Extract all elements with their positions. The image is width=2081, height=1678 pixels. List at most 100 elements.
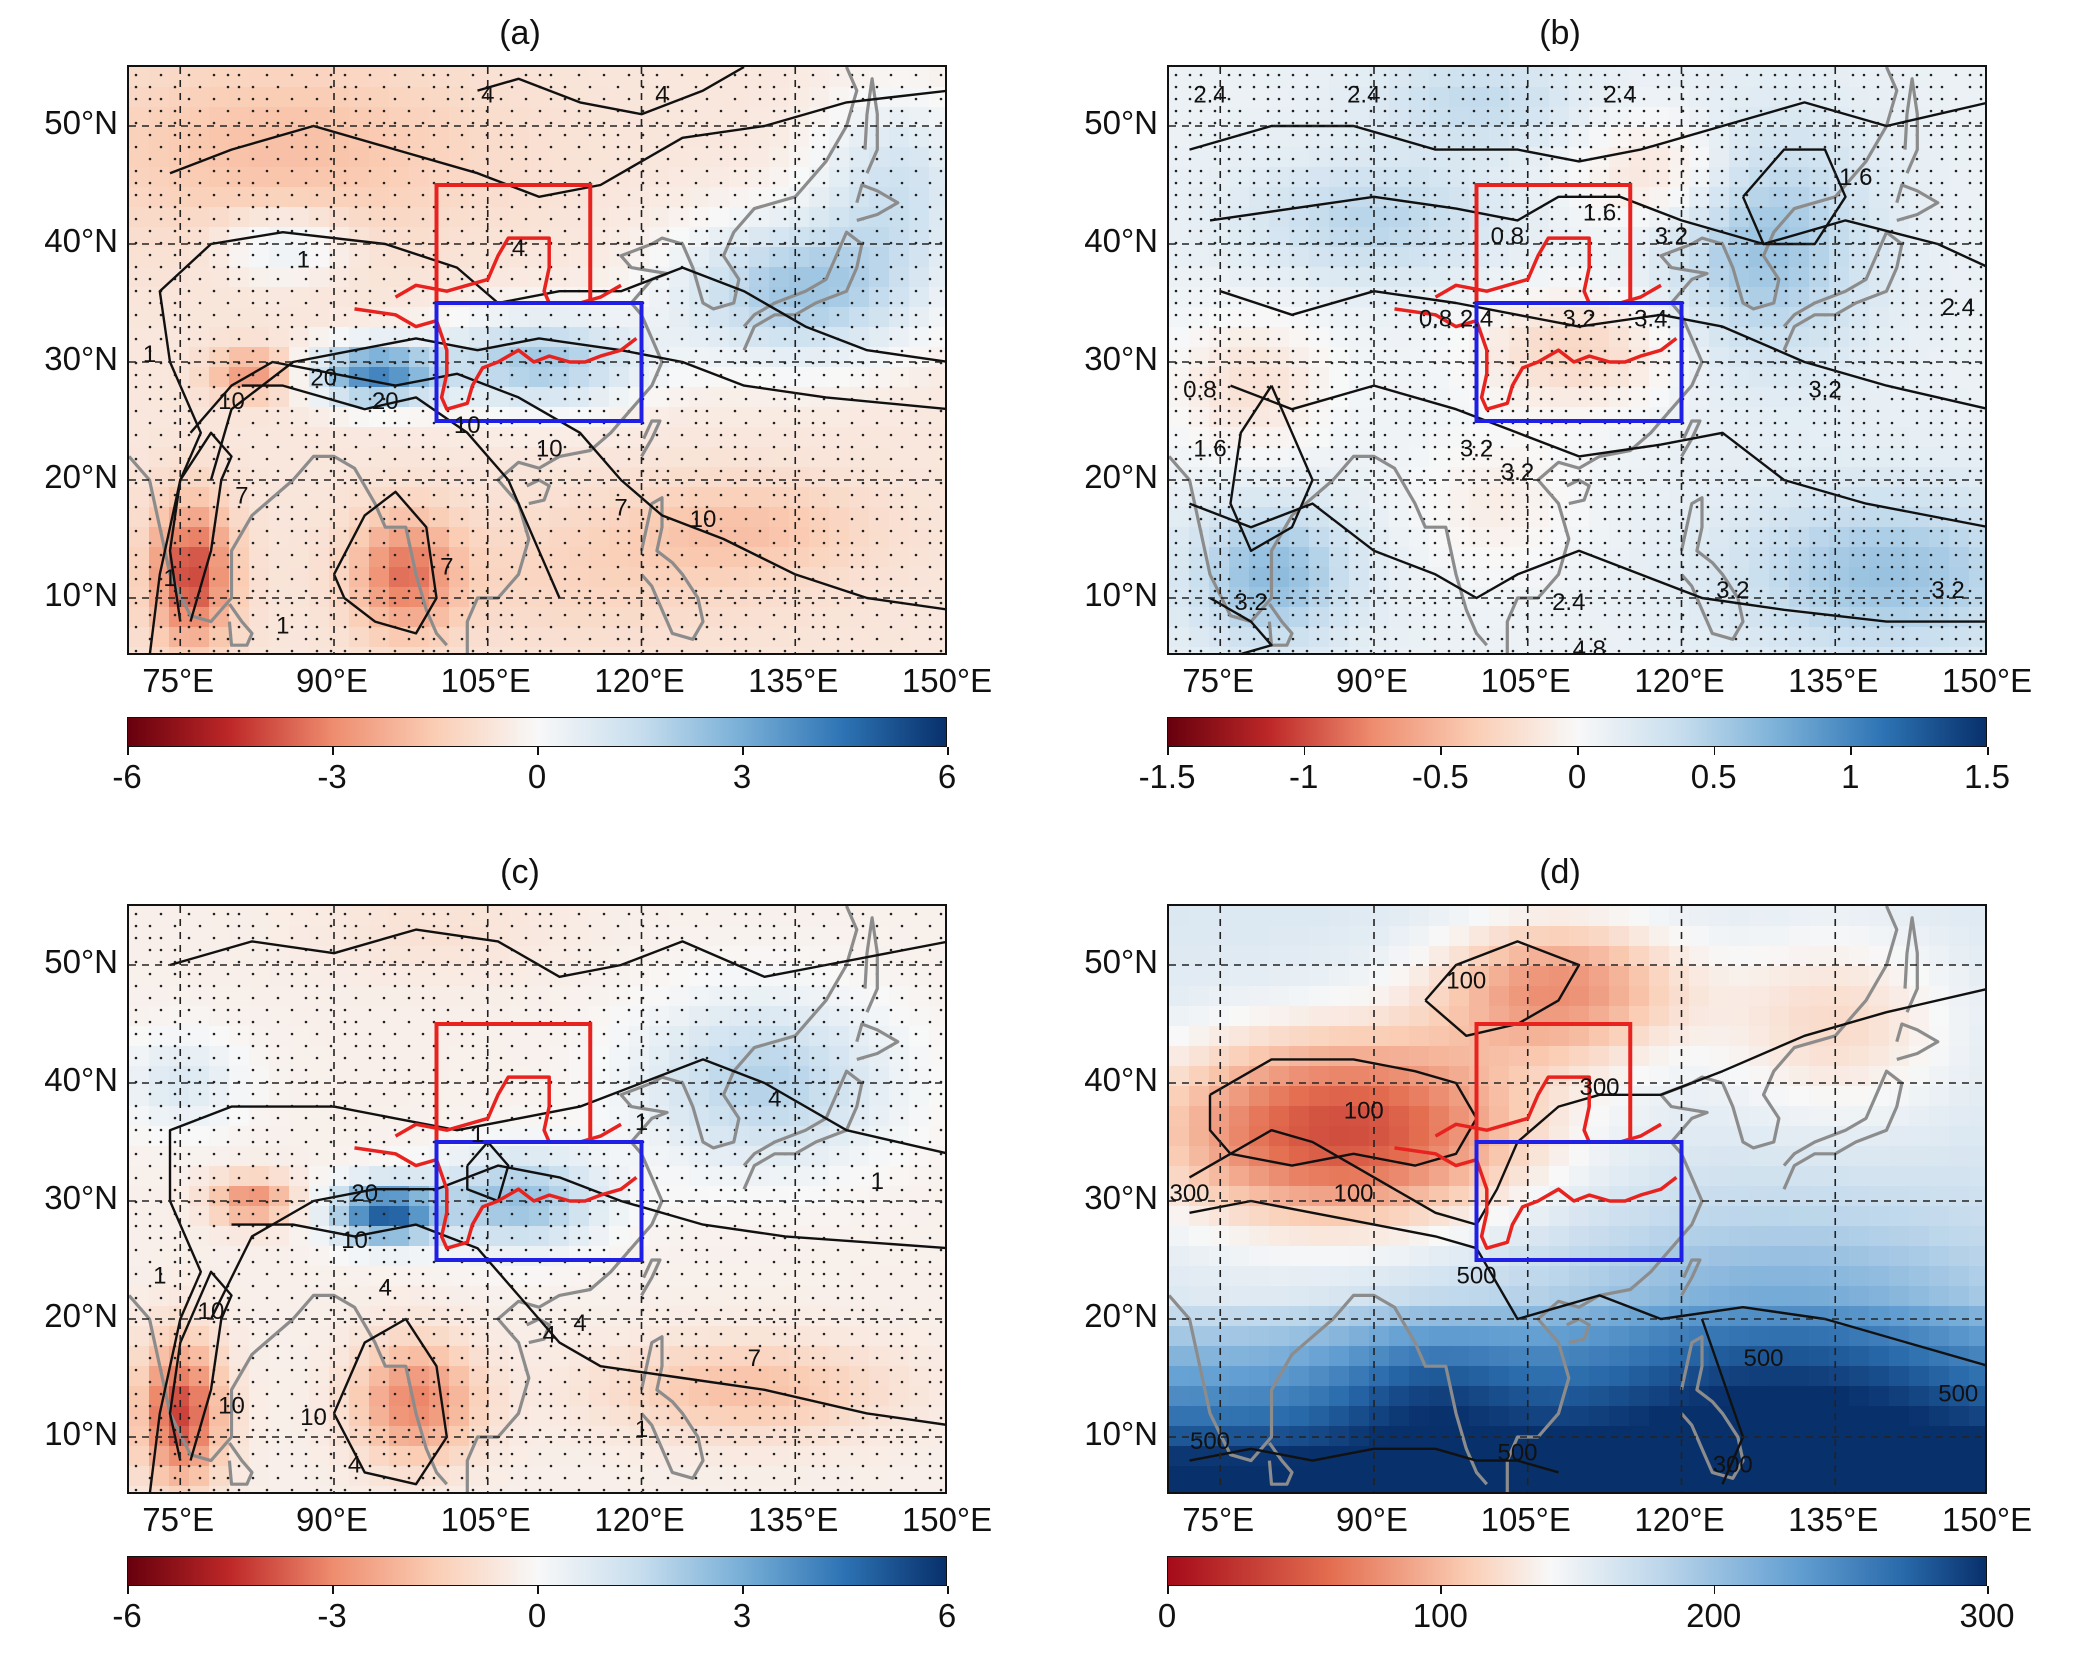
significance-dot bbox=[588, 637, 592, 641]
significance-dot bbox=[797, 397, 801, 401]
significance-dot bbox=[588, 373, 592, 377]
significance-dot bbox=[705, 313, 709, 317]
field-cell bbox=[1809, 87, 1830, 108]
significance-dot bbox=[811, 217, 815, 221]
field-cell bbox=[869, 627, 890, 648]
field-cell bbox=[769, 307, 790, 328]
significance-dot bbox=[1447, 157, 1451, 161]
field-cell bbox=[849, 547, 870, 568]
field-cell bbox=[369, 647, 390, 653]
significance-dot bbox=[148, 289, 152, 293]
field-cell bbox=[789, 167, 810, 188]
field-cell bbox=[1709, 627, 1730, 648]
significance-dot bbox=[928, 277, 932, 281]
field-cell bbox=[1969, 427, 1985, 448]
significance-dot bbox=[694, 505, 698, 509]
significance-dot bbox=[1890, 169, 1894, 173]
significance-dot bbox=[187, 229, 191, 233]
field-cell bbox=[909, 207, 930, 228]
significance-dot bbox=[187, 409, 191, 413]
field-cell bbox=[1909, 307, 1930, 328]
significance-dot bbox=[212, 385, 216, 389]
significance-dot bbox=[538, 229, 542, 233]
significance-dot bbox=[1667, 181, 1671, 185]
field-cell bbox=[749, 367, 770, 388]
field-cell bbox=[1769, 407, 1790, 428]
significance-dot bbox=[251, 157, 255, 161]
field-cell bbox=[249, 307, 270, 328]
significance-dot bbox=[1745, 169, 1749, 173]
field-cell bbox=[269, 627, 290, 648]
field-cell bbox=[769, 247, 790, 268]
field-cell bbox=[1549, 207, 1570, 228]
significance-dot bbox=[928, 325, 932, 329]
significance-dot bbox=[134, 565, 138, 569]
field-cell bbox=[549, 367, 570, 388]
significance-dot bbox=[1823, 145, 1827, 149]
significance-dot bbox=[616, 145, 620, 149]
field-cell bbox=[1869, 567, 1890, 588]
field-cell bbox=[1709, 367, 1730, 388]
field-cell bbox=[1609, 127, 1630, 148]
significance-dot bbox=[471, 193, 475, 197]
significance-dot bbox=[1812, 97, 1816, 101]
field-cell bbox=[1529, 407, 1550, 428]
significance-dot bbox=[939, 337, 943, 341]
significance-dot bbox=[822, 145, 826, 149]
significance-dot bbox=[421, 529, 425, 533]
significance-dot bbox=[134, 601, 138, 605]
significance-dot bbox=[1500, 121, 1504, 125]
field-cell bbox=[1569, 527, 1590, 548]
field-cell bbox=[1369, 247, 1390, 268]
field-cell bbox=[1389, 187, 1410, 208]
field-cell bbox=[809, 87, 830, 108]
significance-dot bbox=[772, 205, 776, 209]
significance-dot bbox=[265, 145, 269, 149]
significance-dot bbox=[822, 229, 826, 233]
field-cell bbox=[609, 247, 630, 268]
significance-dot bbox=[811, 289, 815, 293]
significance-dot bbox=[1408, 121, 1412, 125]
field-cell bbox=[649, 87, 670, 108]
field-cell bbox=[489, 367, 510, 388]
field-cell bbox=[249, 447, 270, 468]
significance-dot bbox=[733, 145, 737, 149]
field-cell bbox=[189, 167, 210, 188]
significance-dot bbox=[772, 193, 776, 197]
field-cell bbox=[309, 547, 330, 568]
significance-dot bbox=[148, 421, 152, 425]
significance-dot bbox=[226, 205, 230, 209]
field-cell bbox=[369, 427, 390, 448]
significance-dot bbox=[1330, 109, 1334, 113]
field-cell bbox=[1449, 387, 1470, 408]
field-cell bbox=[1649, 227, 1670, 248]
significance-dot bbox=[290, 265, 294, 269]
significance-dot bbox=[499, 409, 503, 413]
field-cell bbox=[249, 107, 270, 128]
significance-dot bbox=[1199, 121, 1203, 125]
field-cell bbox=[1689, 627, 1710, 648]
significance-dot bbox=[471, 649, 475, 653]
significance-dot bbox=[758, 85, 762, 89]
field-cell bbox=[229, 187, 250, 208]
significance-dot bbox=[251, 253, 255, 257]
field-cell bbox=[1369, 167, 1390, 188]
field-cell bbox=[1189, 447, 1210, 468]
field-cell bbox=[1649, 527, 1670, 548]
field-cell bbox=[1769, 127, 1790, 148]
field-cell bbox=[169, 107, 190, 128]
field-cell bbox=[469, 447, 490, 468]
field-cell bbox=[849, 487, 870, 508]
field-cell bbox=[929, 507, 945, 528]
significance-dot bbox=[460, 445, 464, 449]
field-cell bbox=[389, 627, 410, 648]
significance-dot bbox=[733, 121, 737, 125]
significance-dot bbox=[276, 229, 280, 233]
field-cell bbox=[1329, 107, 1350, 128]
field-cell bbox=[1169, 207, 1190, 228]
significance-dot bbox=[1316, 121, 1320, 125]
field-cell bbox=[569, 507, 590, 528]
significance-dot bbox=[446, 601, 450, 605]
significance-dot bbox=[538, 277, 542, 281]
colorbar-tick-label: 6 bbox=[937, 758, 957, 795]
